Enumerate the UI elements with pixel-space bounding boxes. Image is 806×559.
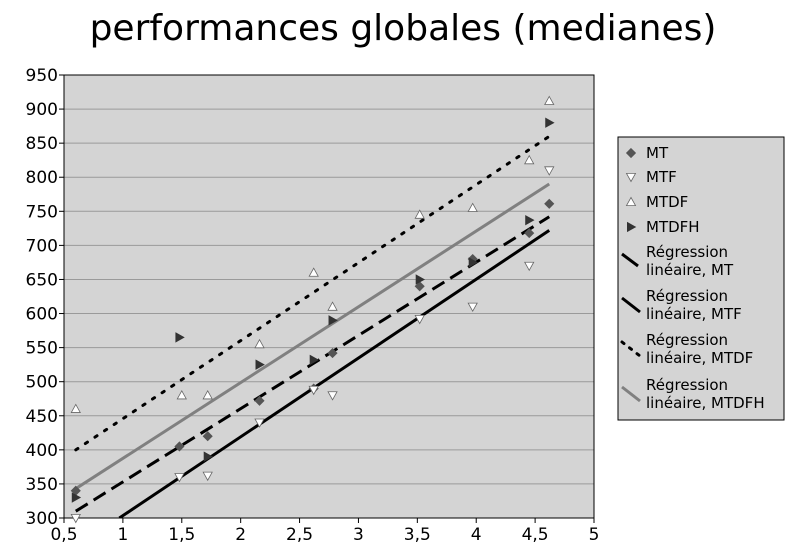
chart-title: performances globales (medianes) (89, 8, 717, 49)
data-point-mtdfh (203, 451, 214, 462)
data-point-mt (327, 348, 338, 359)
legend-label: MTF (646, 168, 677, 186)
y-tick-label: 350 (26, 475, 58, 495)
y-tick-label: 850 (26, 134, 58, 154)
data-point-mtdfh (545, 117, 555, 128)
data-point-mtdfh (525, 214, 535, 226)
data-point-mtf (524, 261, 535, 272)
data-point-mtdf (414, 209, 425, 219)
data-point-mtdf (544, 95, 555, 105)
x-tick-label: 1,5 (168, 525, 195, 545)
legend-label: linéaire, MT (646, 261, 734, 279)
data-point-mtdfh (175, 332, 185, 343)
legend-label: Régression (646, 287, 728, 305)
data-point-mtf (254, 418, 265, 428)
plot-area: 300 350 400 450 500 550 600 650 700 750 800 850 900 9… (26, 66, 600, 545)
data-point-mtdf (254, 338, 265, 349)
data-point-mtdfh (71, 492, 82, 503)
data-point-mtdf (327, 301, 338, 311)
plot-background (64, 75, 594, 518)
legend-marker-mtf (625, 172, 637, 183)
data-point-mtdfh (468, 257, 479, 268)
y-tick-label: 750 (26, 202, 58, 222)
data-point-mtf (202, 471, 213, 482)
y-tick-label: 600 (26, 305, 58, 325)
legend-label: Régression (646, 376, 728, 394)
data-point-mtdf (70, 403, 81, 413)
legend-label: MTDFH (646, 218, 700, 236)
data-point-mtdf (176, 389, 187, 400)
legend-label: MT (646, 144, 669, 162)
data-point-mt (174, 441, 185, 452)
y-tick-label: 650 (26, 270, 58, 290)
legend-label: linéaire, MTF (646, 305, 742, 323)
y-tick-label: 800 (26, 168, 58, 188)
data-point-mtf (544, 166, 555, 176)
data-point-mtdf (467, 202, 478, 212)
legend-label: linéaire, MTDFH (646, 394, 765, 412)
y-tick-label: 900 (26, 100, 58, 120)
legend-label: Régression (646, 331, 728, 349)
data-point-mtdf (308, 267, 319, 277)
data-point-mtdfh (328, 315, 338, 326)
legend-marker-mt (625, 147, 637, 159)
legend-label: linéaire, MTDF (646, 349, 753, 367)
y-tick-label: 700 (26, 236, 58, 256)
x-tick-label: 2,5 (286, 525, 313, 545)
legend-line (621, 296, 641, 314)
data-point-mtdfh (255, 359, 265, 370)
x-tick-label: 2 (235, 525, 246, 545)
x-tick-label: 0,5 (50, 525, 77, 545)
data-point-mtf (327, 391, 338, 401)
regression-line (74, 182, 551, 490)
legend-marker-mtdf (625, 196, 637, 207)
y-tick-label: 300 (26, 509, 58, 529)
regression-line (74, 134, 551, 452)
data-point-mtf (70, 514, 81, 524)
data-point-mt (544, 198, 555, 209)
y-tick-label: 450 (26, 407, 58, 427)
x-tick-label: 4 (471, 525, 482, 545)
data-point-mt (414, 281, 425, 292)
legend-label: Régression (646, 243, 728, 261)
y-tick-label: 500 (26, 373, 58, 393)
data-point-mtf (308, 385, 319, 396)
data-point-mt (254, 395, 265, 406)
data-point-mtdf (524, 154, 535, 165)
data-point-mt (202, 431, 213, 442)
legend-marker-mtdfh (627, 221, 637, 233)
y-tick-label: 400 (26, 441, 58, 461)
legend-line (621, 252, 639, 268)
x-tick-label: 1 (117, 525, 128, 545)
legend-label: MTDF (646, 193, 688, 211)
legend-line (620, 340, 642, 358)
data-point-mtdf (202, 389, 213, 400)
legend-line (621, 385, 641, 403)
legend-box (617, 136, 785, 421)
data-point-mtf (174, 473, 185, 483)
y-tick-label: 950 (26, 66, 58, 86)
regression-line (118, 229, 551, 518)
x-tick-label: 3,5 (404, 525, 431, 545)
y-tick-label: 550 (26, 339, 58, 359)
plot-border (63, 74, 595, 519)
data-point-mtf (414, 314, 425, 325)
x-tick-label: 5 (589, 525, 600, 545)
data-point-mtdfh (415, 274, 426, 285)
x-tick-label: 3 (353, 525, 364, 545)
x-tick-label: 4,5 (522, 525, 549, 545)
data-point-mtf (467, 302, 478, 313)
data-point-mtdfh (309, 354, 320, 366)
data-point-mt (524, 228, 535, 239)
